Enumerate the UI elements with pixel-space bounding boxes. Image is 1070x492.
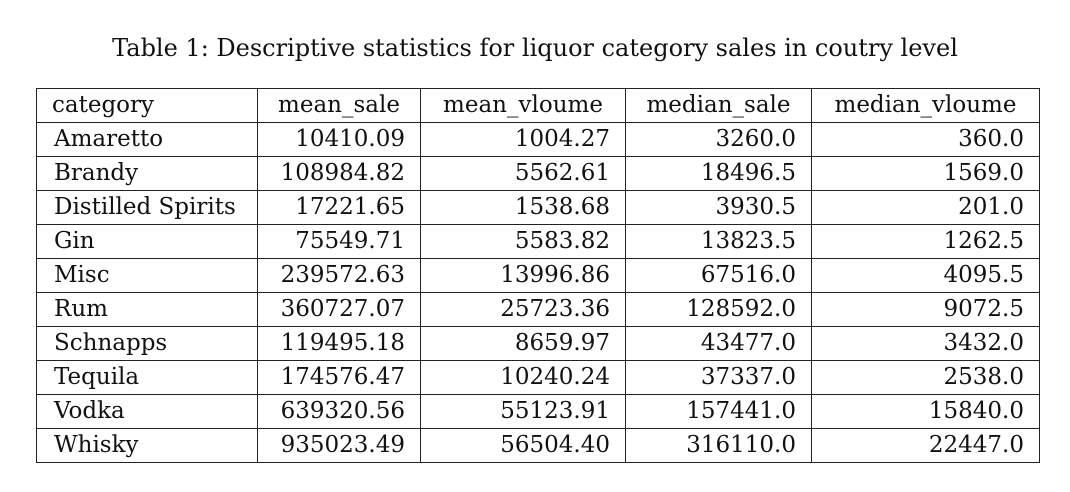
cell-mean-volume: 55123.91 [420, 394, 626, 429]
cell-median-sale: 18496.5 [625, 156, 812, 191]
header-mean-volume: mean_vloume [420, 88, 626, 123]
cell-mean-volume: 25723.36 [420, 292, 626, 327]
cell-mean-volume: 1538.68 [420, 190, 626, 225]
cell-median-sale: 3260.0 [625, 122, 812, 157]
cell-mean-sale: 239572.63 [257, 258, 421, 293]
cell-median-volume: 1262.5 [811, 224, 1040, 259]
cell-category: Brandy [36, 156, 258, 191]
cell-median-sale: 67516.0 [625, 258, 812, 293]
cell-median-sale: 157441.0 [625, 394, 812, 429]
cell-mean-sale: 10410.09 [257, 122, 421, 157]
table-row: Misc 239572.63 13996.86 67516.0 4095.5 [36, 258, 1040, 293]
cell-median-volume: 201.0 [811, 190, 1040, 225]
cell-mean-sale: 17221.65 [257, 190, 421, 225]
cell-mean-volume: 1004.27 [420, 122, 626, 157]
cell-median-volume: 15840.0 [811, 394, 1040, 429]
cell-mean-volume: 5562.61 [420, 156, 626, 191]
cell-mean-volume: 8659.97 [420, 326, 626, 361]
cell-category: Gin [36, 224, 258, 259]
table-row: Rum 360727.07 25723.36 128592.0 9072.5 [36, 292, 1040, 327]
cell-category: Tequila [36, 360, 258, 395]
cell-mean-sale: 75549.71 [257, 224, 421, 259]
table-row: Vodka 639320.56 55123.91 157441.0 15840.… [36, 394, 1040, 429]
cell-mean-sale: 935023.49 [257, 428, 421, 463]
cell-median-volume: 2538.0 [811, 360, 1040, 395]
cell-median-volume: 360.0 [811, 122, 1040, 157]
cell-category: Distilled Spirits [36, 190, 258, 225]
header-mean-sale: mean_sale [257, 88, 421, 123]
cell-mean-sale: 119495.18 [257, 326, 421, 361]
table-row: Distilled Spirits 17221.65 1538.68 3930.… [36, 190, 1040, 225]
cell-median-sale: 316110.0 [625, 428, 812, 463]
cell-category: Rum [36, 292, 258, 327]
cell-median-volume: 3432.0 [811, 326, 1040, 361]
cell-category: Amaretto [36, 122, 258, 157]
cell-category: Whisky [36, 428, 258, 463]
cell-mean-volume: 13996.86 [420, 258, 626, 293]
header-median-volume: median_vloume [811, 88, 1040, 123]
cell-mean-volume: 10240.24 [420, 360, 626, 395]
cell-category: Schnapps [36, 326, 258, 361]
header-median-sale: median_sale [625, 88, 812, 123]
cell-mean-sale: 174576.47 [257, 360, 421, 395]
table-row: Brandy 108984.82 5562.61 18496.5 1569.0 [36, 156, 1040, 191]
cell-median-volume: 9072.5 [811, 292, 1040, 327]
cell-mean-volume: 56504.40 [420, 428, 626, 463]
cell-median-volume: 22447.0 [811, 428, 1040, 463]
table-caption: Table 1: Descriptive statistics for liqu… [112, 34, 958, 62]
cell-median-volume: 1569.0 [811, 156, 1040, 191]
cell-category: Misc [36, 258, 258, 293]
table-row: Amaretto 10410.09 1004.27 3260.0 360.0 [36, 122, 1040, 157]
cell-median-sale: 3930.5 [625, 190, 812, 225]
cell-median-volume: 4095.5 [811, 258, 1040, 293]
cell-median-sale: 43477.0 [625, 326, 812, 361]
table-row: Tequila 174576.47 10240.24 37337.0 2538.… [36, 360, 1040, 395]
table-row: Gin 75549.71 5583.82 13823.5 1262.5 [36, 224, 1040, 259]
cell-median-sale: 13823.5 [625, 224, 812, 259]
cell-mean-volume: 5583.82 [420, 224, 626, 259]
table-row: Whisky 935023.49 56504.40 316110.0 22447… [36, 428, 1040, 463]
cell-mean-sale: 360727.07 [257, 292, 421, 327]
cell-mean-sale: 108984.82 [257, 156, 421, 191]
cell-mean-sale: 639320.56 [257, 394, 421, 429]
header-category: category [36, 88, 258, 123]
descriptive-statistics-table: category mean_sale mean_vloume median_sa… [36, 88, 1040, 463]
cell-category: Vodka [36, 394, 258, 429]
table-row: Schnapps 119495.18 8659.97 43477.0 3432.… [36, 326, 1040, 361]
cell-median-sale: 128592.0 [625, 292, 812, 327]
cell-median-sale: 37337.0 [625, 360, 812, 395]
header-row: category mean_sale mean_vloume median_sa… [36, 88, 1040, 123]
